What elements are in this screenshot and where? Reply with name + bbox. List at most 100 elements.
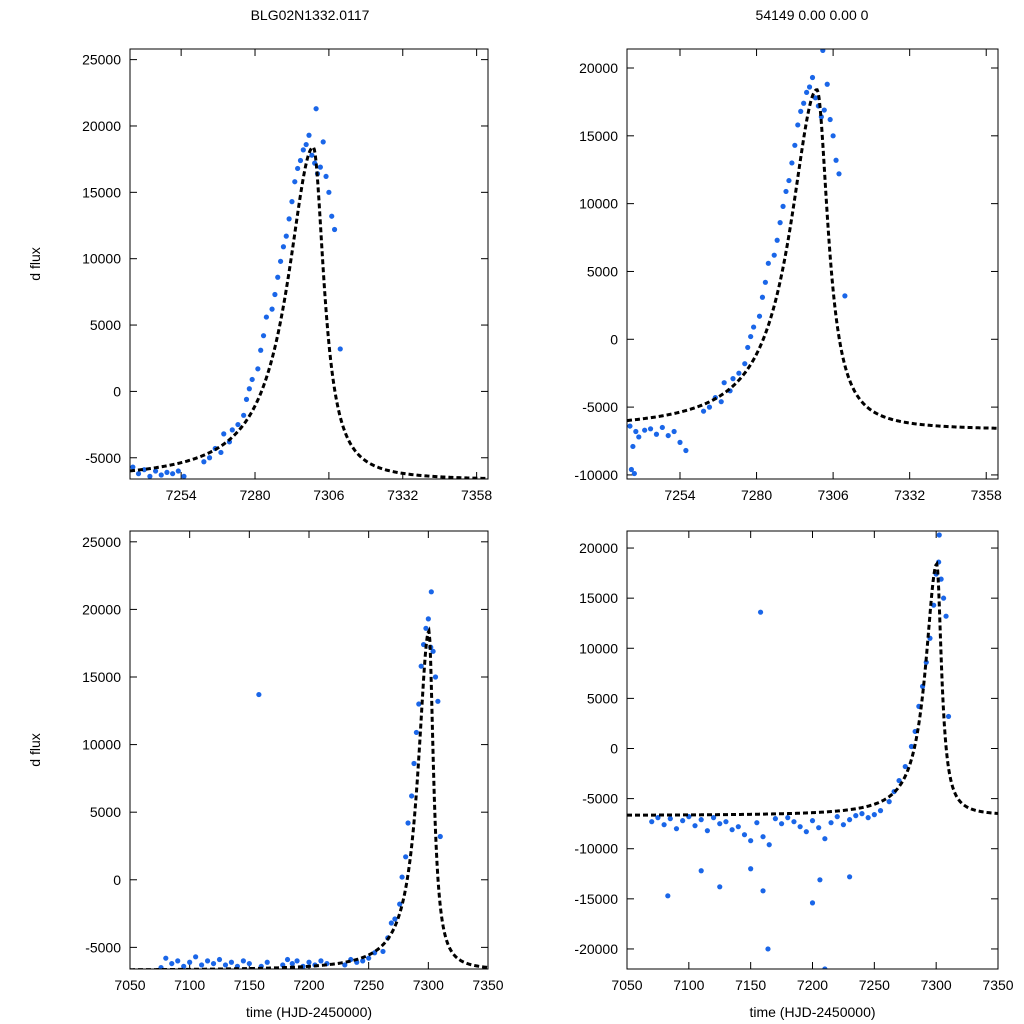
- data-point: [723, 819, 729, 825]
- data-point: [840, 822, 847, 828]
- data-point: [765, 946, 771, 952]
- data-point: [175, 468, 181, 474]
- y-tick-label: 5000: [587, 263, 618, 279]
- x-tick-label: 7332: [894, 487, 925, 503]
- data-point: [847, 874, 853, 880]
- data-point: [289, 960, 295, 967]
- data-point: [786, 177, 792, 184]
- data-point: [295, 165, 301, 172]
- y-tick-label: -10000: [574, 841, 618, 857]
- data-point: [673, 826, 680, 832]
- data-point: [342, 962, 348, 968]
- data-point: [222, 962, 229, 968]
- x-tick-label: 7050: [611, 977, 642, 993]
- y-tick-label: 20000: [82, 601, 121, 617]
- y-tick-label: 20000: [82, 118, 121, 134]
- data-point: [757, 609, 764, 615]
- data-point: [303, 141, 309, 148]
- data-point: [877, 808, 884, 814]
- data-point: [430, 648, 436, 654]
- data-point: [780, 203, 786, 209]
- data-point: [804, 89, 810, 96]
- x-tick-label: 7200: [797, 977, 828, 993]
- data-point: [141, 467, 147, 473]
- data-point: [659, 424, 665, 431]
- data-point: [218, 449, 224, 456]
- data-point: [300, 147, 306, 153]
- data-point: [164, 469, 170, 475]
- data-points: [130, 106, 343, 479]
- y-axis-label: d flux: [27, 247, 43, 280]
- data-point: [717, 884, 723, 890]
- data-point: [320, 139, 326, 145]
- data-point: [329, 213, 335, 219]
- data-point: [221, 431, 227, 437]
- data-point: [292, 179, 298, 185]
- data-point: [405, 820, 411, 826]
- x-tick-label: 7100: [174, 977, 205, 993]
- data-point: [677, 439, 683, 445]
- y-tick-label: 15000: [82, 184, 121, 200]
- x-tick-label: 7350: [982, 977, 1013, 993]
- data-point: [765, 260, 771, 266]
- data-point: [306, 132, 312, 138]
- data-point: [777, 220, 783, 226]
- y-tick-label: 5000: [90, 317, 121, 333]
- data-point: [258, 347, 264, 353]
- data-point: [742, 361, 748, 367]
- data-point: [653, 431, 660, 437]
- data-point: [745, 344, 751, 351]
- data-point: [631, 470, 637, 477]
- x-tick-label: 7250: [353, 977, 384, 993]
- data-point: [286, 216, 292, 222]
- model-curve: [627, 560, 998, 817]
- data-point: [130, 464, 136, 470]
- panel-bottom-left: 7050 7100 7150 7200 7250 7300 7350 -5000 0 5000 10…: [27, 530, 504, 1020]
- data-point: [147, 473, 153, 479]
- data-point: [411, 760, 417, 767]
- y-tick-label: 20000: [579, 60, 618, 76]
- x-tick-label: 7280: [741, 487, 772, 503]
- data-point: [748, 333, 754, 340]
- data-point: [834, 814, 840, 820]
- data-point: [297, 157, 304, 164]
- x-tick-label: 7100: [673, 977, 704, 993]
- data-points: [627, 49, 848, 477]
- data-point: [721, 380, 727, 386]
- y-tick-label: -15000: [574, 891, 618, 907]
- data-point: [256, 691, 262, 698]
- data-point: [240, 958, 246, 964]
- x-tick-label: 7050: [114, 977, 145, 993]
- data-point: [216, 956, 223, 963]
- data-point: [294, 958, 300, 964]
- x-tick-label: 7254: [166, 487, 197, 503]
- data-point: [789, 160, 795, 166]
- data-point: [249, 376, 255, 383]
- data-point: [792, 142, 798, 148]
- data-point: [751, 324, 757, 330]
- data-point: [289, 199, 295, 205]
- data-point: [700, 408, 707, 414]
- data-point: [228, 959, 235, 965]
- data-point: [636, 434, 642, 440]
- data-point: [817, 877, 823, 883]
- data-point: [759, 294, 766, 300]
- y-tick-label: 10000: [82, 737, 121, 753]
- data-point: [158, 965, 164, 969]
- data-point: [865, 815, 871, 821]
- data-point: [193, 954, 199, 960]
- data-point: [730, 376, 736, 382]
- data-point: [317, 164, 323, 170]
- data-point: [680, 818, 686, 824]
- x-tick-label: 7300: [413, 977, 444, 993]
- data-point: [766, 842, 772, 848]
- data-points: [649, 532, 952, 969]
- x-tick-label: 7306: [818, 487, 849, 503]
- data-point: [437, 833, 443, 840]
- data-points: [158, 589, 443, 969]
- data-point: [649, 819, 655, 825]
- data-point: [809, 818, 816, 824]
- data-point: [801, 100, 807, 106]
- data-point: [748, 838, 754, 844]
- data-point: [809, 74, 816, 81]
